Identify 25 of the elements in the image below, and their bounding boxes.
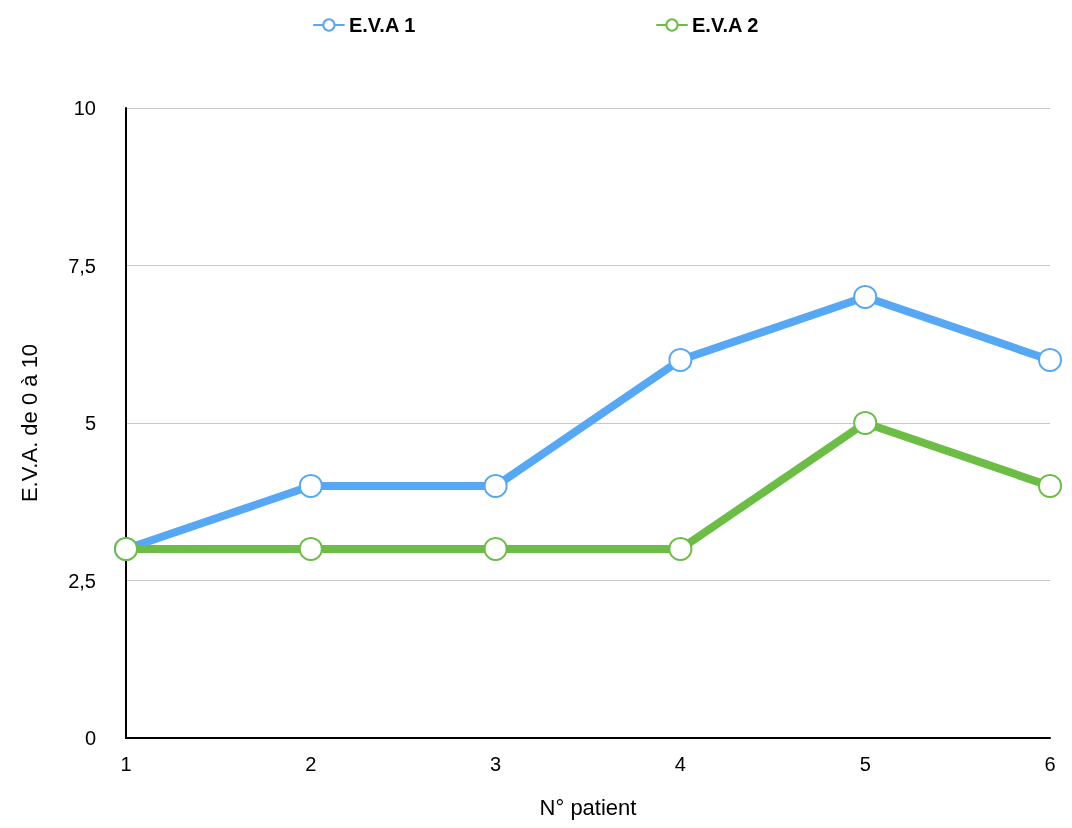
point	[1038, 474, 1062, 498]
y-axis-title: E.V.A. de 0 à 10	[16, 343, 42, 503]
point	[483, 537, 508, 561]
x-tick-label: 4	[674, 753, 686, 775]
x-tick-label: 2	[305, 753, 317, 775]
point	[483, 474, 508, 498]
y-tick-label: 2,5	[68, 569, 96, 592]
point	[668, 348, 693, 372]
point	[298, 537, 323, 561]
point	[1038, 348, 1062, 372]
y-tick-label: 0	[84, 727, 96, 749]
y-tick-label: 7,5	[68, 254, 96, 277]
x-tick-label: 5	[859, 753, 871, 775]
y-tick-label: 5	[84, 412, 96, 434]
y-tick-label: 10	[73, 97, 96, 119]
x-axis-title: N° patient	[539, 794, 637, 820]
legend-label: E.V.A 2	[692, 14, 759, 36]
x-tick-label: 6	[1044, 753, 1056, 775]
x-tick-label: 1	[120, 753, 132, 775]
point	[853, 285, 878, 309]
point	[853, 411, 878, 435]
point	[298, 474, 323, 498]
point	[668, 537, 693, 561]
x-tick-label: 3	[490, 753, 502, 775]
legend-label: E.V.A 1	[348, 14, 416, 36]
